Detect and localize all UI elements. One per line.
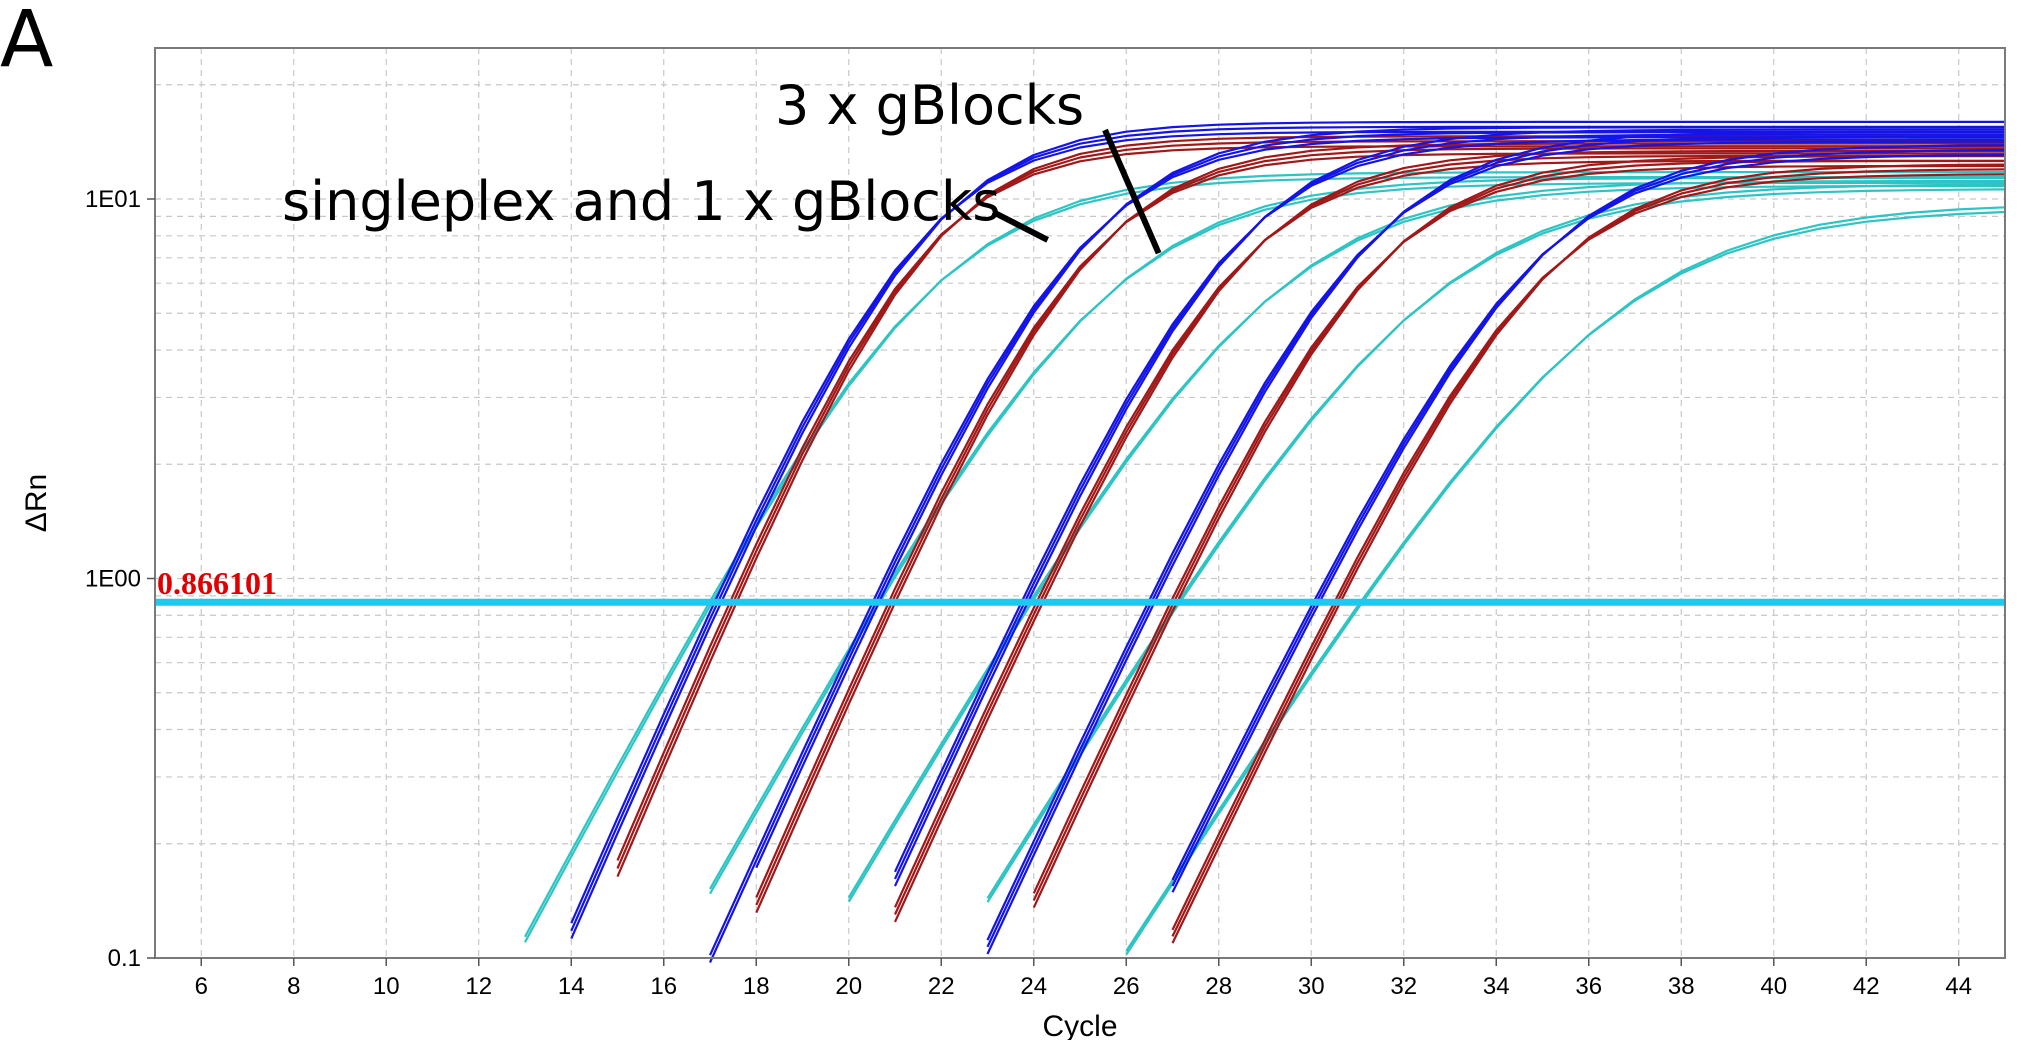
x-axis-ticks: 6 8 10 12 14 16 18 20 22 24 26 28 30 32 34 36 38 40 42 44: [195, 958, 1972, 1000]
cyan-amplification-curve: [1125, 206, 2006, 956]
cyan-amplification-curve: [524, 171, 2005, 943]
threshold-label: 0.866101: [157, 565, 277, 601]
cyan-amplification-curve: [1125, 210, 2006, 952]
darkred-amplification-curve: [755, 142, 2005, 914]
darkred-amplification-curve: [616, 140, 2005, 869]
blue-amplification-curve: [570, 120, 2005, 940]
y-axis-label: ΔRn: [20, 474, 53, 532]
blue-amplification-curve: [1171, 153, 2006, 881]
x-tick-label: 42: [1853, 973, 1880, 1000]
darkred-amplification-curve: [755, 147, 2005, 906]
y-tick-label: 1E00: [85, 566, 141, 593]
cyan-amplification-curve: [847, 179, 2006, 903]
blue-amplification-curve: [755, 126, 2005, 869]
x-tick-label: 36: [1575, 973, 1602, 1000]
y-axis-ticks: 0.1 1E00 1E01: [85, 186, 155, 972]
darkred-amplification-curve: [616, 145, 2005, 861]
x-tick-label: 18: [743, 973, 770, 1000]
threshold-group: 0.866101: [155, 565, 2005, 606]
darkred-amplification-curve: [1032, 159, 2005, 901]
blue-amplification-curve: [894, 138, 2005, 873]
x-tick-label: 20: [835, 973, 862, 1000]
annotations: 3 x gBlocks singleplex and 1 x gBlocks: [282, 74, 1162, 255]
x-tick-label: 22: [928, 973, 955, 1000]
blue-amplification-curve: [1171, 144, 2006, 893]
annotation-singleplex: singleplex and 1 x gBlocks: [282, 170, 1000, 233]
y-tick-label: 1E01: [85, 186, 141, 213]
cyan-amplification-curve: [847, 184, 2005, 899]
x-tick-label: 44: [1945, 973, 1972, 1000]
x-tick-label: 32: [1390, 973, 1417, 1000]
blue-amplification-curve: [894, 128, 2005, 887]
x-tick-label: 10: [373, 973, 400, 1000]
annotation-pointer-singleplex: [991, 209, 1049, 243]
amplification-curves: [524, 120, 2006, 963]
x-tick-label: 24: [1020, 973, 1047, 1000]
blue-amplification-curve: [986, 135, 2005, 948]
annotation-pointer-3x: [1102, 128, 1162, 255]
darkred-amplification-curve: [1032, 155, 2005, 909]
blue-amplification-curve: [986, 130, 2005, 955]
x-tick-label: 12: [465, 973, 492, 1000]
y-tick-label: 0.1: [108, 945, 141, 972]
x-tick-label: 40: [1760, 973, 1787, 1000]
blue-amplification-curve: [894, 133, 2005, 880]
darkred-amplification-curve: [1032, 164, 2005, 894]
darkred-amplification-curve: [1171, 173, 2006, 931]
blue-amplification-curve: [986, 140, 2005, 941]
x-tick-label: 38: [1668, 973, 1695, 1000]
darkred-amplification-curve: [1171, 163, 2006, 944]
x-tick-label: 8: [287, 973, 300, 1000]
panel-label: A: [0, 0, 53, 85]
blue-amplification-curve: [570, 130, 2005, 924]
plot-frame: [154, 47, 2006, 959]
x-axis-label: Cycle: [1042, 1010, 1117, 1040]
x-tick-label: 30: [1298, 973, 1325, 1000]
x-tick-label: 16: [650, 973, 677, 1000]
x-tick-label: 6: [195, 973, 208, 1000]
annotation-3x-gblocks: 3 x gBlocks: [775, 74, 1084, 137]
x-tick-label: 14: [558, 973, 585, 1000]
darkred-amplification-curve: [893, 149, 2005, 923]
blue-amplification-curve: [570, 125, 2005, 932]
x-tick-label: 34: [1483, 973, 1510, 1000]
x-tick-label: 28: [1205, 973, 1232, 1000]
x-tick-label: 26: [1113, 973, 1140, 1000]
